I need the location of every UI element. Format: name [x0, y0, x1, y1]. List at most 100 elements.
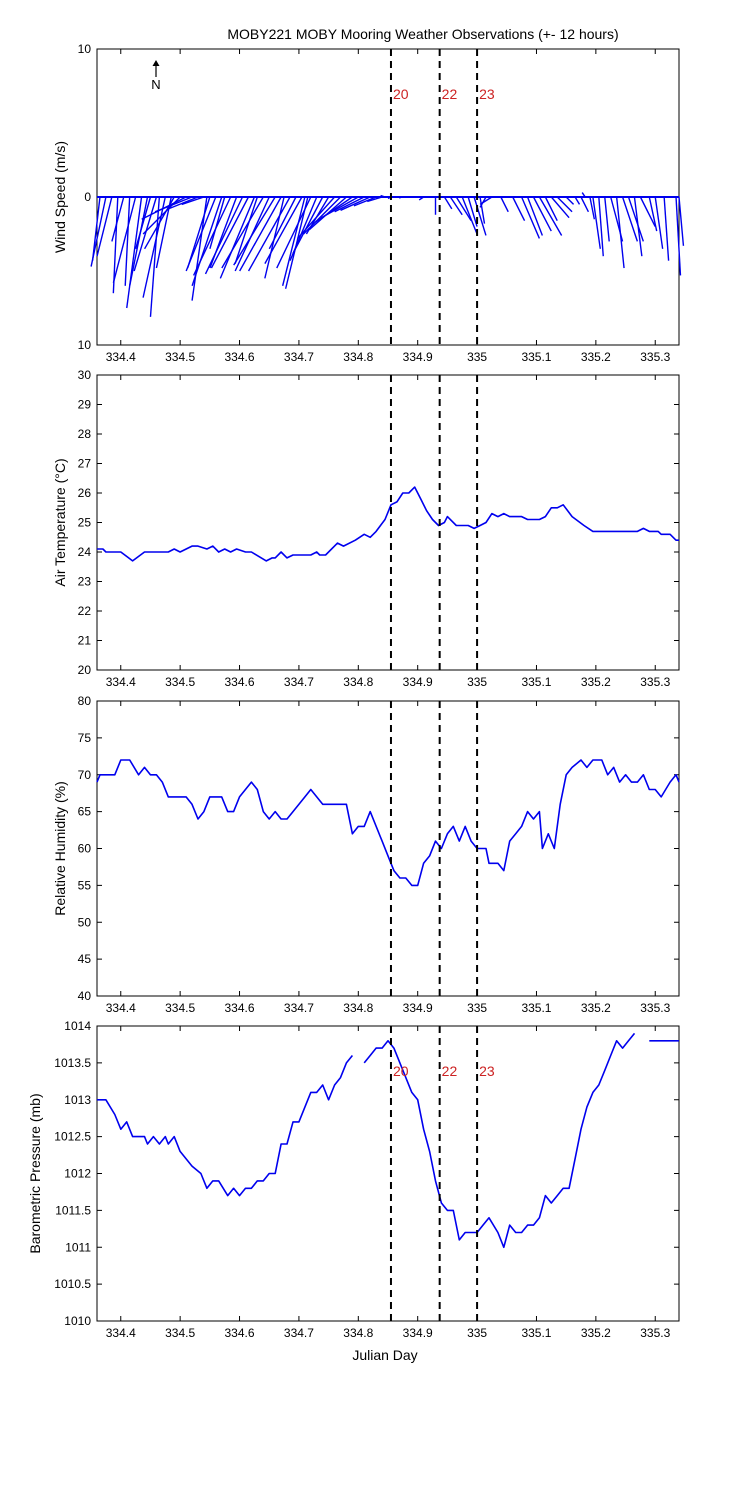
y-tick-label: 1012.5 — [54, 1130, 91, 1144]
wind-vector — [627, 196, 644, 242]
x-tick-label: 334.9 — [403, 675, 433, 689]
wind-vector — [112, 196, 137, 284]
wind-vector — [219, 196, 256, 279]
x-tick-label: 334.9 — [403, 1326, 433, 1340]
x-tick-label: 334.8 — [343, 1326, 373, 1340]
x-tick-label: 334.9 — [403, 1001, 433, 1015]
y-tick-label: 1013.5 — [54, 1056, 91, 1070]
wind-vector — [604, 196, 610, 242]
y-tick-label: 1010 — [64, 1314, 91, 1328]
event-label: 22 — [442, 1063, 458, 1079]
wind-vector — [168, 196, 199, 210]
axes-frame — [96, 374, 680, 671]
wind-vector — [191, 196, 223, 287]
x-tick-label: 335.1 — [521, 675, 551, 689]
event-label: 23 — [479, 1063, 495, 1079]
north-arrow-icon — [152, 60, 160, 66]
x-tick-label: 334.8 — [343, 675, 373, 689]
wind-vector — [380, 194, 386, 198]
y-axis-label: Barometric Pressure (mb) — [27, 1093, 43, 1253]
axes-frame — [96, 1025, 680, 1322]
x-tick-label: 335.2 — [581, 1001, 611, 1015]
y-tick-label: 10 — [78, 42, 92, 56]
panel-wind: 334.4 334.5 334.6 334.7 334.8 334.9 335 335.1 33… — [52, 42, 685, 364]
wind-vector — [639, 196, 656, 227]
y-tick-label: 21 — [78, 634, 92, 648]
y-tick-label: 1011.5 — [55, 1203, 91, 1217]
x-tick-label: 335.2 — [581, 675, 611, 689]
event-label: 23 — [479, 86, 495, 102]
wind-vector — [233, 196, 276, 266]
wind-vector — [663, 196, 670, 261]
wind-vector — [112, 196, 119, 294]
wind-vector — [142, 196, 166, 298]
wind-vector — [181, 196, 205, 206]
wind-vector — [520, 196, 541, 239]
wind-vector — [268, 196, 297, 250]
y-tick-label: 55 — [78, 878, 92, 892]
x-tick-label: 335.2 — [581, 1326, 611, 1340]
wind-vector — [544, 196, 558, 221]
wind-vector — [589, 196, 596, 220]
wind-vector — [479, 196, 486, 224]
wind-vector — [126, 196, 143, 309]
x-tick-label: 334.5 — [165, 675, 195, 689]
wind-vector — [581, 192, 586, 198]
wind-vector — [367, 196, 383, 203]
x-tick-label: 335 — [467, 1326, 487, 1340]
y-tick-label: 20 — [78, 663, 92, 677]
x-tick-label: 335 — [467, 675, 487, 689]
wind-vector — [320, 196, 359, 219]
wind-vector — [264, 196, 303, 264]
panels: 334.4 334.5 334.6 334.7 334.8 334.9 335 335.1 33… — [27, 42, 685, 1363]
x-tick-label: 334.5 — [165, 1001, 195, 1015]
wind-vector — [556, 196, 573, 213]
x-tick-label: 335.3 — [640, 1001, 670, 1015]
wind-vector — [565, 196, 575, 205]
wind-vector — [473, 196, 487, 236]
wind-vector — [221, 196, 264, 269]
y-tick-label: 25 — [78, 516, 92, 530]
y-axis-label: Relative Humidity (%) — [52, 781, 68, 916]
y-tick-label: 10 — [78, 338, 92, 352]
wind-vector — [532, 196, 552, 232]
wind-vector — [96, 196, 113, 257]
x-tick-label: 335.3 — [640, 350, 670, 364]
wind-vector — [621, 196, 639, 242]
panel-airtemp: 334.4 334.5 334.6 334.7 334.8 334.9 335 335.1 33… — [52, 368, 680, 689]
x-tick-label: 334.7 — [284, 350, 314, 364]
x-tick-label: 334.6 — [225, 1001, 255, 1015]
x-tick-label: 334.6 — [225, 1326, 255, 1340]
wind-vector — [281, 196, 306, 286]
wind-vector — [654, 196, 664, 249]
wind-vector — [134, 196, 152, 249]
x-tick-label: 334.7 — [284, 675, 314, 689]
wind-vector — [538, 196, 563, 236]
wind-vector — [598, 196, 604, 257]
wind-vector — [90, 196, 107, 267]
wind-vector — [209, 196, 226, 249]
wind-vector — [443, 196, 453, 210]
y-tick-label: 1013 — [64, 1093, 91, 1107]
figure-title: MOBY221 MOBY Mooring Weather Observation… — [227, 26, 618, 42]
x-tick-label: 335.3 — [640, 675, 670, 689]
x-tick-label: 334.4 — [106, 675, 136, 689]
y-tick-label: 1012 — [64, 1167, 91, 1181]
y-tick-label: 27 — [78, 457, 92, 471]
x-tick-label: 335.1 — [521, 350, 551, 364]
wind-vector — [133, 196, 158, 272]
wind-vector — [418, 196, 425, 201]
wind-vector — [512, 196, 526, 221]
y-tick-label: 75 — [78, 731, 92, 745]
y-tick-label: 70 — [78, 768, 92, 782]
wind-vector — [550, 196, 570, 219]
y-tick-label: 45 — [78, 952, 92, 966]
wind-vector — [185, 196, 217, 272]
x-tick-label: 334.6 — [225, 675, 255, 689]
wind-vector — [615, 196, 625, 269]
y-tick-label: 1014 — [64, 1019, 91, 1033]
panel-pressure: 334.4 334.5 334.6 334.7 334.8 334.9 335 335.1 33… — [27, 1019, 680, 1363]
x-tick-label: 335.3 — [640, 1326, 670, 1340]
wind-vector — [353, 196, 377, 207]
y-tick-label: 0 — [84, 190, 91, 204]
